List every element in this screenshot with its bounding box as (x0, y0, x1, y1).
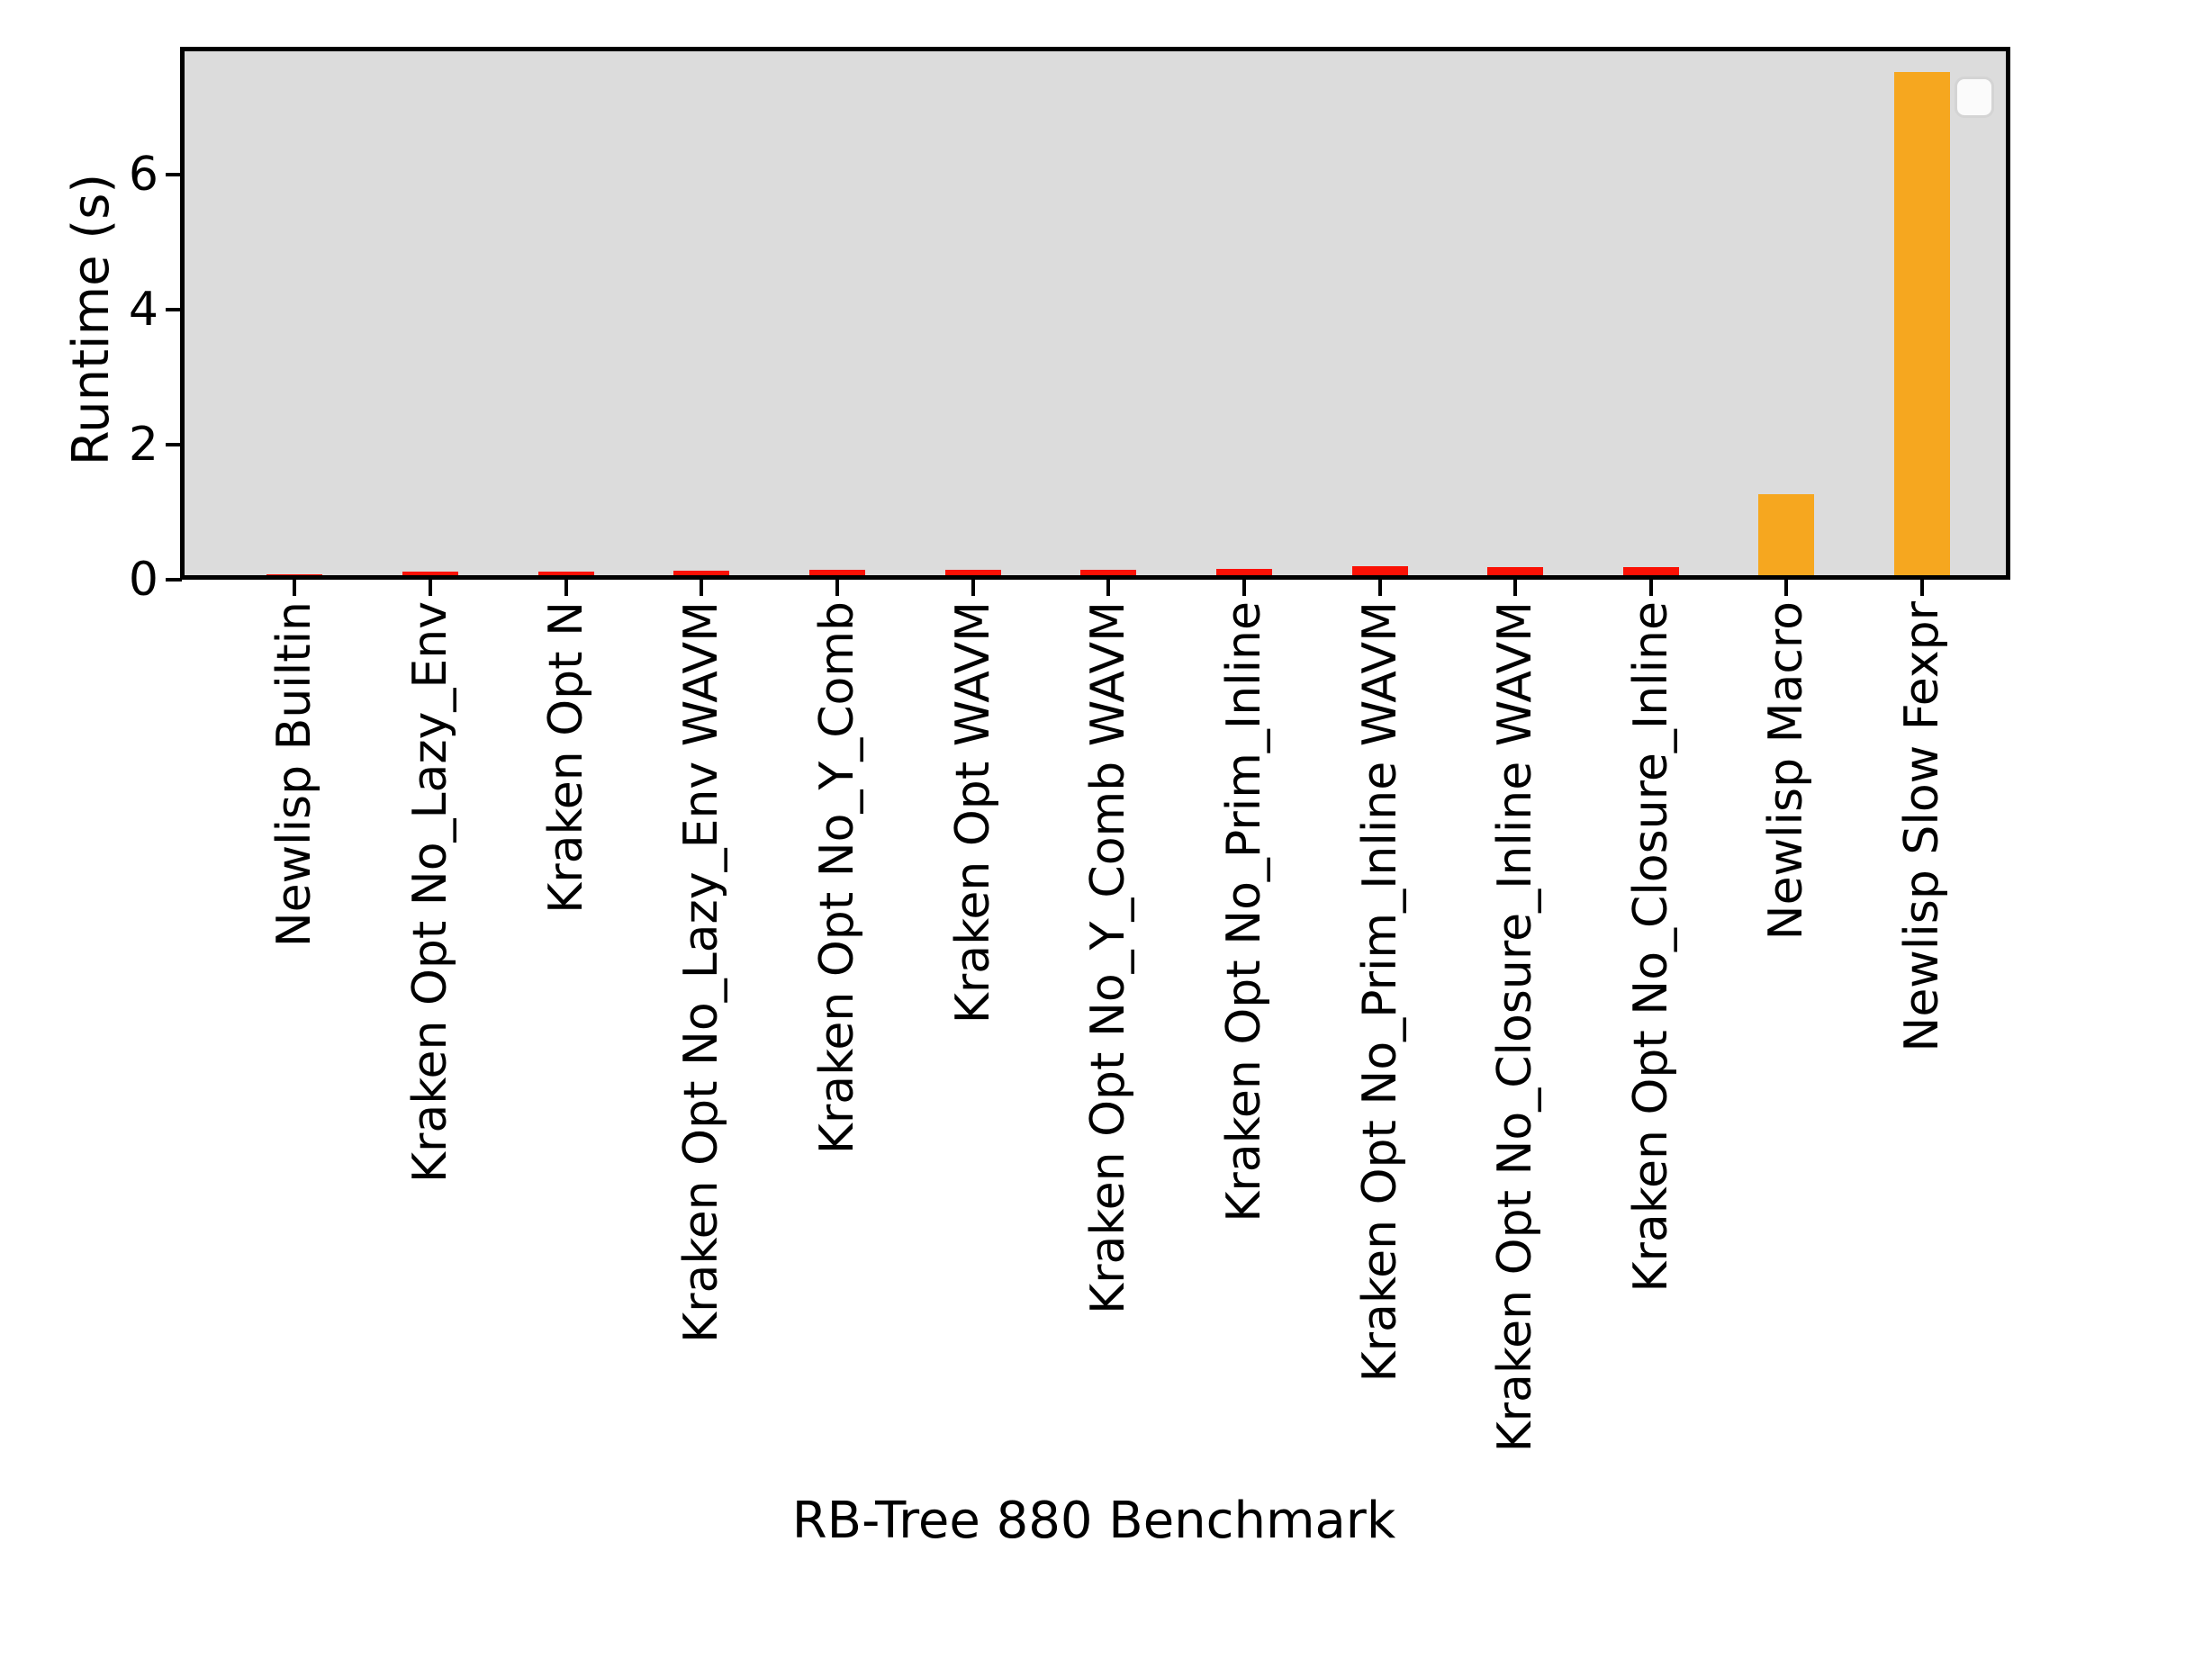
bar-kraken-opt-n (537, 572, 594, 575)
x-tick-label: Kraken Opt No_Prim_Inline WAVM (1352, 601, 1407, 1383)
x-tick-label: Kraken Opt No_Prim_Inline (1216, 601, 1271, 1222)
bar-kraken-opt-no-closure-inline-wavm (1487, 567, 1544, 575)
y-tick-label: 6 (128, 148, 158, 202)
y-tick (166, 443, 182, 446)
x-tick-label: Kraken Opt No_Lazy_Env (402, 601, 457, 1184)
legend-box (1955, 77, 1994, 118)
y-axis-label: Runtime (s) (62, 173, 121, 466)
bar-kraken-opt-no-prim-inline (1215, 568, 1272, 575)
x-tick (428, 580, 432, 596)
y-tick (166, 578, 182, 582)
x-tick (1648, 580, 1653, 596)
bar-kraken-opt-no-y-comb-wavm (1080, 570, 1137, 575)
bar-kraken-opt-no-closure-inline (1622, 567, 1679, 575)
bar-kraken-opt-no-prim-inline-wavm (1351, 566, 1408, 575)
x-tick-label: Kraken Opt No_Closure_Inline (1623, 601, 1678, 1293)
x-tick (564, 580, 568, 596)
y-tick (166, 308, 182, 311)
x-tick (700, 580, 704, 596)
y-tick-label: 2 (128, 418, 158, 472)
x-tick (1377, 580, 1382, 596)
x-tick-label: Kraken Opt N (538, 601, 593, 914)
x-tick (835, 580, 839, 596)
x-tick (1513, 580, 1518, 596)
y-tick-label: 4 (128, 283, 158, 337)
bar-newlisp-macro (1758, 494, 1815, 575)
x-tick-label: Kraken Opt WAVM (945, 601, 1000, 1024)
x-tick (1106, 580, 1111, 596)
x-tick-label: Newlisp Slow Fexpr (1895, 601, 1950, 1052)
x-tick-label: Newlisp Macro (1759, 601, 1814, 941)
bar-kraken-opt-wavm (944, 570, 1001, 575)
x-tick (1241, 580, 1246, 596)
y-tick-label: 0 (128, 553, 158, 607)
x-tick-label: Kraken Opt No_Y_Comb WAVM (1081, 601, 1136, 1314)
x-tick (1920, 580, 1925, 596)
x-tick (1784, 580, 1789, 596)
y-tick (166, 173, 182, 176)
x-tick-label: Kraken Opt No_Closure_Inline WAVM (1488, 601, 1543, 1453)
x-tick-label: Newlisp Builtin (267, 601, 322, 948)
x-tick (293, 580, 297, 596)
bar-newlisp-slow-fexpr (1894, 72, 1951, 575)
bar-kraken-opt-no-lazy-env-wavm (673, 570, 730, 575)
x-tick-label: Kraken Opt No_Y_Comb (809, 601, 864, 1155)
plot-area (180, 47, 2010, 580)
bar-newlisp-builtin (266, 574, 323, 575)
x-tick-label: Kraken Opt No_Lazy_Env WAVM (674, 601, 729, 1343)
x-tick (971, 580, 975, 596)
x-axis-label: RB-Tree 880 Benchmark (791, 1492, 1396, 1550)
bar-kraken-opt-no-y-comb (808, 570, 865, 575)
bar-kraken-opt-no-lazy-env (402, 571, 458, 575)
